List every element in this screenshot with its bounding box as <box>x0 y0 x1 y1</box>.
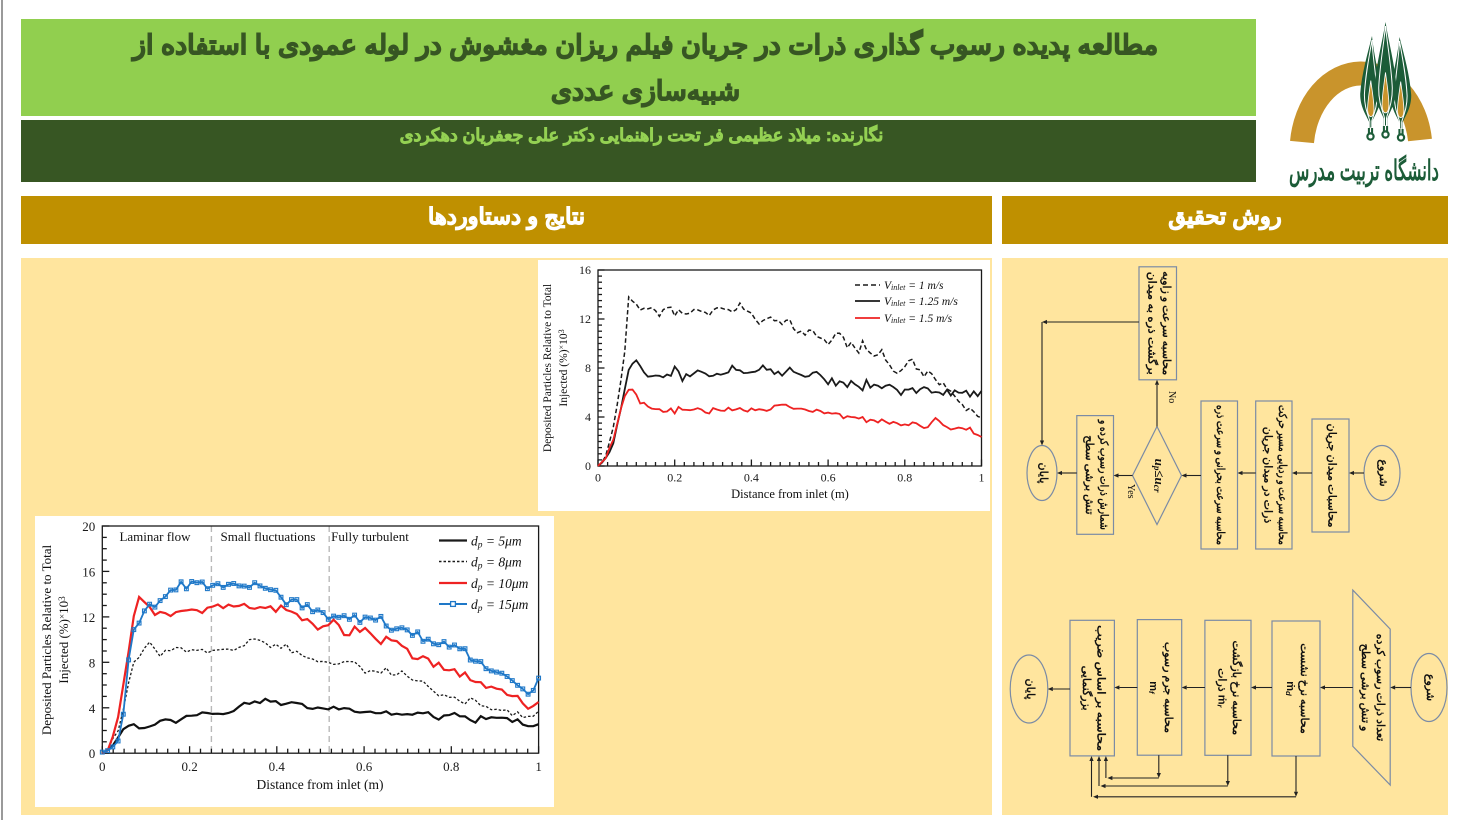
svg-text:0.2: 0.2 <box>667 471 682 485</box>
svg-text:Injected (%)×103: Injected (%)×103 <box>56 596 71 684</box>
svg-text:0: 0 <box>89 746 96 761</box>
svg-text:Distance from inlet (m): Distance from inlet (m) <box>731 487 849 501</box>
svg-text:0: 0 <box>99 759 106 774</box>
svg-text:20: 20 <box>82 519 95 534</box>
svg-text:Distance from inlet (m): Distance from inlet (m) <box>256 777 383 792</box>
svg-text:16: 16 <box>579 263 591 277</box>
svg-text:محاسبه بر اساس ضریب: محاسبه بر اساس ضریب <box>1095 625 1107 751</box>
svg-text:4: 4 <box>89 701 96 716</box>
svg-text:Laminar flow: Laminar flow <box>119 529 191 544</box>
svg-text:محاسبه نرخ نشست: محاسبه نرخ نشست <box>1298 643 1310 734</box>
svg-text:8: 8 <box>89 655 96 670</box>
svg-text:پایان: پایان <box>1024 679 1036 700</box>
svg-text:Deposited Particles Relative t: Deposited Particles Relative to Total <box>39 545 54 736</box>
svg-text:تنش برشی سطح: تنش برشی سطح <box>1083 435 1095 514</box>
svg-text:1: 1 <box>979 471 985 485</box>
svg-text:0.8: 0.8 <box>897 471 912 485</box>
svg-text:ذرات ṁr: ذرات ṁr <box>1216 668 1228 708</box>
svg-text:دانشگاه تربیت مدرس: دانشگاه تربیت مدرس <box>1289 154 1439 188</box>
svg-text:dp = 8μm: dp = 8μm <box>471 555 522 572</box>
svg-text:0.6: 0.6 <box>356 759 373 774</box>
svg-text:بزرگنمایی: بزرگنمایی <box>1080 666 1094 711</box>
svg-text:محاسبه سرعت و ردیابی مسیر حرکت: محاسبه سرعت و ردیابی مسیر حرکت <box>1276 405 1288 545</box>
svg-text:0: 0 <box>585 459 591 473</box>
svg-text:شروع: شروع <box>1377 459 1389 486</box>
svg-text:8: 8 <box>585 361 591 375</box>
svg-text:No: No <box>1166 391 1177 403</box>
svg-text:dp = 15μm: dp = 15μm <box>471 597 529 614</box>
svg-text:محاسبه نرخ بازگشت: محاسبه نرخ بازگشت <box>1230 640 1244 735</box>
svg-text:برگشت ذره به میدان: برگشت ذره به میدان <box>1146 272 1160 375</box>
svg-text:پایان: پایان <box>1037 463 1049 484</box>
svg-text:Yes: Yes <box>1125 484 1136 499</box>
svg-text:محاسبات میدان جریان: محاسبات میدان جریان <box>1326 424 1338 528</box>
svg-text:0: 0 <box>595 471 601 485</box>
svg-text:0.6: 0.6 <box>821 471 836 485</box>
svg-text:dp = 5μm: dp = 5μm <box>471 534 522 551</box>
svg-text:16: 16 <box>82 564 96 579</box>
svg-text:Small fluctuations: Small fluctuations <box>221 529 316 544</box>
svg-text:Vinlet = 1 m/s: Vinlet = 1 m/s <box>884 280 944 292</box>
svg-text:تعداد ذرات رسوب کرده: تعداد ذرات رسوب کرده <box>1374 634 1386 741</box>
svg-text:dp = 10μm: dp = 10μm <box>471 576 529 593</box>
svg-text:mf: mf <box>1147 681 1159 695</box>
svg-text:0.8: 0.8 <box>443 759 459 774</box>
svg-text:Vinlet = 1.5 m/s: Vinlet = 1.5 m/s <box>884 313 953 325</box>
svg-text:0.4: 0.4 <box>744 471 759 485</box>
svg-text:شمارش ذرات رسوب کرده و: شمارش ذرات رسوب کرده و <box>1097 419 1109 530</box>
svg-text:4: 4 <box>585 410 591 424</box>
svg-text:Vinlet = 1.25 m/s: Vinlet = 1.25 m/s <box>884 296 958 308</box>
svg-text:0.4: 0.4 <box>269 759 286 774</box>
svg-text:و تنش برشی سطح: و تنش برشی سطح <box>1359 644 1371 732</box>
svg-text:محاسبه سرعت بحرانی و سرعت ذره: محاسبه سرعت بحرانی و سرعت ذره <box>1214 405 1226 545</box>
svg-text:شروع: شروع <box>1424 674 1436 701</box>
svg-text:محاسبه سرعت و زاویه: محاسبه سرعت و زاویه <box>1160 271 1172 375</box>
svg-text:Fully turbulent: Fully turbulent <box>331 529 409 544</box>
svg-text:12: 12 <box>82 610 95 625</box>
svg-text:ذرات در میدان جریان: ذرات در میدان جریان <box>1262 427 1274 524</box>
svg-text:12: 12 <box>579 312 591 326</box>
svg-text:1: 1 <box>535 759 542 774</box>
svg-text:Injected (%)×103: Injected (%)×103 <box>557 329 570 406</box>
svg-text:ṁd: ṁd <box>1284 681 1296 696</box>
svg-text:up≤ucr: up≤ucr <box>1152 459 1167 493</box>
svg-text:0.2: 0.2 <box>181 759 197 774</box>
svg-text:Deposited Particles Relative t: Deposited Particles Relative to Total <box>542 284 554 452</box>
svg-text:محاسبه جرم رسوب: محاسبه جرم رسوب <box>1162 642 1174 733</box>
